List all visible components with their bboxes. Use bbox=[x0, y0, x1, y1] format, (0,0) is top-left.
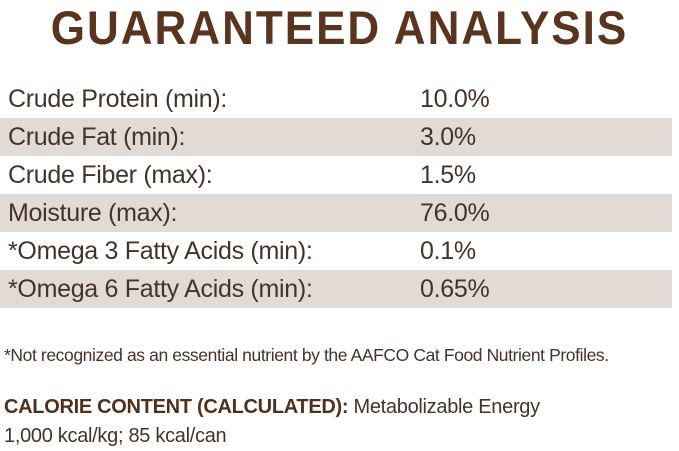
calorie-content-label: CALORIE CONTENT (CALCULATED): bbox=[4, 396, 349, 418]
analysis-table: Crude Protein (min): 10.0% Crude Fat (mi… bbox=[0, 80, 672, 308]
page-title: GUARANTEED ANALYSIS bbox=[50, 2, 629, 55]
row-label: Crude Fiber (max): bbox=[8, 160, 213, 189]
calorie-content-line: CALORIE CONTENT (CALCULATED): Metaboliza… bbox=[4, 393, 679, 422]
table-row: *Omega 3 Fatty Acids (min): 0.1% bbox=[0, 232, 672, 270]
row-label: Moisture (max): bbox=[8, 198, 178, 227]
table-row: Crude Fiber (max): 1.5% bbox=[0, 156, 672, 194]
row-value: 0.1% bbox=[420, 236, 476, 265]
row-value: 0.65% bbox=[420, 274, 490, 303]
aafco-footnote: *Not recognized as an essential nutrient… bbox=[4, 345, 609, 365]
table-row: Crude Protein (min): 10.0% bbox=[0, 80, 672, 118]
calorie-content-block: CALORIE CONTENT (CALCULATED): Metaboliza… bbox=[0, 393, 679, 451]
row-label: Crude Fat (min): bbox=[8, 122, 186, 151]
row-label: *Omega 3 Fatty Acids (min): bbox=[8, 236, 313, 265]
calorie-content-description: Metabolizable Energy bbox=[348, 396, 540, 418]
table-row: Crude Fat (min): 3.0% bbox=[0, 118, 672, 156]
row-value: 3.0% bbox=[420, 122, 476, 151]
row-label: *Omega 6 Fatty Acids (min): bbox=[8, 274, 313, 303]
calorie-values: 1,000 kcal/kg; 85 kcal/can bbox=[4, 425, 227, 447]
row-value: 76.0% bbox=[420, 198, 490, 227]
row-value: 10.0% bbox=[420, 84, 490, 113]
row-value: 1.5% bbox=[420, 160, 476, 189]
table-row: Moisture (max): 76.0% bbox=[0, 194, 672, 232]
row-label: Crude Protein (min): bbox=[8, 84, 228, 113]
table-row: *Omega 6 Fatty Acids (min): 0.65% bbox=[0, 270, 672, 308]
